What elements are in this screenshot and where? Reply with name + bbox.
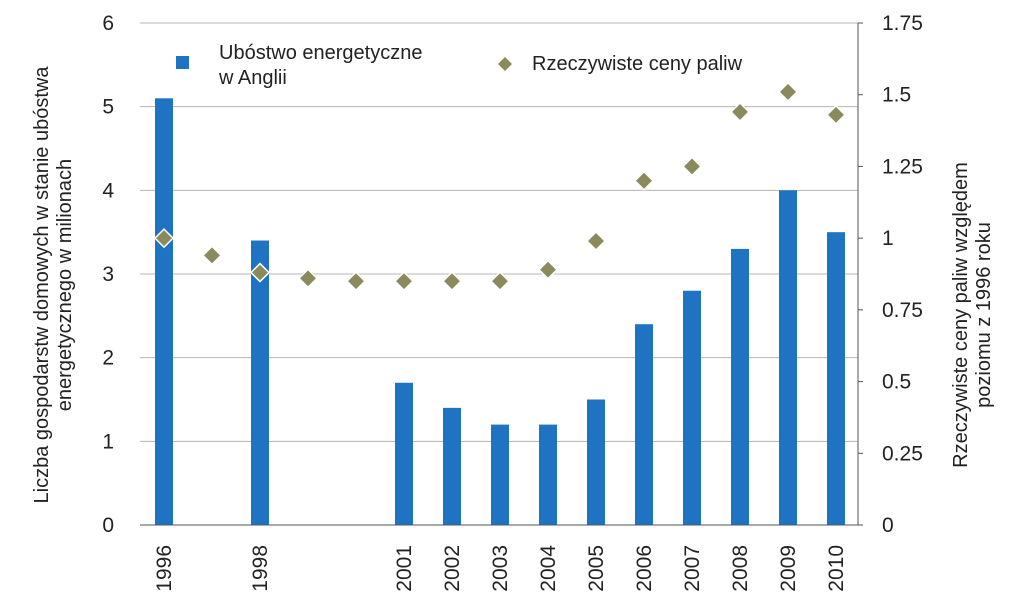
price-point-2006: [633, 170, 655, 191]
legend-bar-swatch: [176, 56, 189, 69]
bar-series: [155, 98, 845, 526]
left-y-ticks: 0 1 2 3 4 5 6: [102, 12, 114, 537]
x-tick-label: 2001: [393, 545, 416, 592]
bar-2010: [827, 232, 845, 525]
x-tick-label: 1996: [153, 545, 176, 592]
bar-2004: [539, 424, 557, 525]
price-point-1996: [153, 228, 175, 249]
axes: [140, 23, 859, 526]
right-axis-title-line2: poziomu z 1996 roku: [973, 222, 995, 408]
legend-bar-label-line2: w Anglii: [218, 67, 287, 89]
bar-2008: [731, 248, 749, 525]
bar-2006: [635, 324, 653, 525]
bar-2003: [491, 424, 509, 525]
x-tick-label: 2005: [585, 545, 608, 592]
right-y-tick-label: 0.75: [882, 299, 923, 322]
left-y-tick-label: 1: [102, 430, 114, 453]
right-y-tick-label: 1.25: [882, 155, 923, 178]
x-tick-label: 2006: [633, 545, 656, 592]
left-axis-title-line1: Liczba gospodarstw domowych w stanie ubó…: [31, 66, 53, 504]
bar-2007: [683, 290, 701, 525]
price-point-2009: [777, 81, 799, 102]
right-y-tick-label: 1.75: [882, 12, 923, 35]
x-tick-label: 2003: [489, 545, 512, 592]
left-y-tick-label: 3: [102, 263, 114, 286]
x-tick-label: 2009: [777, 545, 800, 592]
right-y-ticks: 0 0.25 0.5 0.75 1 1.25 1.5 1.75: [858, 12, 923, 537]
left-y-tick-label: 0: [102, 514, 114, 537]
left-y-tick-label: 6: [102, 12, 114, 35]
right-axis-title-line1: Rzeczywiste ceny paliw względem: [950, 162, 972, 468]
x-ticks: 1996 1998 2001 2002 2003 2004 2005 2006 2007 2008…: [153, 545, 848, 592]
price-point-2004: [537, 259, 559, 280]
left-y-tick-label: 4: [102, 179, 114, 202]
bar-2005: [587, 399, 605, 525]
price-point-2003: [489, 271, 511, 292]
price-point-2002: [441, 271, 463, 292]
price-point-2001: [393, 271, 415, 292]
legend-diamond-icon: [498, 57, 512, 71]
legend-bar-label-line1: Ubóstwo energetyczne: [219, 42, 422, 64]
x-tick-label: 2008: [729, 545, 752, 592]
bar-2002: [443, 407, 461, 525]
left-y-tick-label: 2: [102, 347, 114, 370]
right-y-tick-label: 0: [882, 514, 894, 537]
price-point-2010: [825, 104, 847, 125]
price-point-2008: [729, 101, 751, 122]
left-y-tick-label: 5: [102, 96, 114, 119]
price-point-1998: [249, 262, 271, 283]
legend: Ubóstwo energetyczne w Anglii Rzeczywist…: [176, 42, 743, 89]
price-point-1999: [297, 268, 319, 289]
x-tick-label: 2010: [825, 545, 848, 592]
x-tick-label: 1998: [249, 545, 272, 592]
price-point-2007: [681, 156, 703, 177]
x-tick-label: 2007: [681, 545, 704, 592]
price-point-2005: [585, 230, 607, 252]
right-y-tick-label: 1.5: [882, 84, 911, 107]
bar-2009: [779, 190, 797, 526]
bar-1998: [251, 240, 269, 526]
bar-1996: [155, 98, 173, 526]
left-axis-title-line2: energetycznego w milionach: [54, 159, 76, 411]
x-tick-label: 2002: [441, 545, 464, 592]
legend-price-label: Rzeczywiste ceny paliw: [532, 53, 743, 75]
marker-series: [153, 81, 847, 292]
right-y-tick-label: 0.25: [882, 442, 923, 465]
price-point-1997: [201, 245, 223, 266]
price-point-2000: [345, 271, 367, 292]
x-tick-label: 2004: [537, 545, 560, 592]
right-y-tick-label: 0.5: [882, 371, 911, 394]
bar-2001: [395, 382, 413, 525]
right-y-tick-label: 1: [882, 227, 894, 250]
